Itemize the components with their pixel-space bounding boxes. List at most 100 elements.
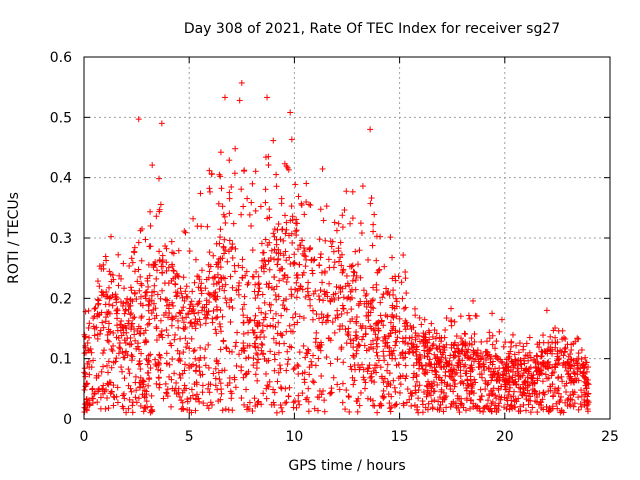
data-point: [510, 362, 517, 369]
data-point: [358, 230, 365, 237]
data-point: [137, 402, 144, 409]
data-point: [373, 349, 380, 356]
data-point: [219, 255, 226, 262]
data-point: [441, 334, 448, 341]
data-point: [296, 261, 303, 268]
data-point: [429, 404, 436, 411]
data-point: [116, 340, 123, 347]
data-point: [440, 343, 447, 350]
data-point: [115, 350, 122, 357]
data-point: [216, 285, 223, 292]
data-point: [138, 257, 145, 264]
data-point: [525, 401, 532, 408]
data-point: [81, 386, 88, 393]
data-point: [337, 289, 344, 296]
data-point: [486, 329, 493, 336]
data-point: [522, 352, 529, 359]
data-point: [482, 348, 489, 355]
data-point: [128, 255, 135, 262]
data-point: [352, 277, 359, 284]
data-point: [105, 338, 112, 345]
data-point: [184, 398, 191, 405]
data-point: [584, 408, 591, 415]
data-point: [183, 385, 190, 392]
data-point: [293, 294, 300, 301]
data-point: [253, 334, 260, 341]
data-point: [146, 272, 153, 279]
data-point: [259, 322, 266, 329]
data-point: [206, 167, 213, 174]
data-point: [105, 320, 112, 327]
data-point: [293, 279, 300, 286]
data-point: [178, 290, 185, 297]
data-point: [178, 397, 185, 404]
data-point: [571, 400, 578, 407]
data-point: [223, 344, 230, 351]
data-point: [329, 319, 336, 326]
data-point: [280, 252, 287, 259]
data-point: [91, 332, 98, 339]
data-point: [253, 359, 260, 366]
data-point: [404, 386, 411, 393]
data-point: [343, 188, 350, 195]
data-point: [275, 319, 282, 326]
data-point: [212, 375, 219, 382]
data-point: [122, 350, 129, 357]
data-point: [240, 319, 247, 326]
data-point: [155, 362, 162, 369]
data-point: [362, 330, 369, 337]
data-point: [100, 265, 107, 272]
data-point: [254, 401, 261, 408]
data-point: [316, 315, 323, 322]
data-point: [144, 369, 151, 376]
data-point: [270, 315, 277, 322]
data-point: [238, 79, 245, 86]
data-point: [202, 362, 209, 369]
data-point: [245, 354, 252, 361]
data-point: [369, 337, 376, 344]
data-point: [330, 374, 337, 381]
data-point: [438, 388, 445, 395]
data-point: [448, 341, 455, 348]
data-point: [300, 342, 307, 349]
data-point: [240, 203, 247, 210]
data-point: [391, 305, 398, 312]
data-point: [183, 293, 190, 300]
data-point: [165, 332, 172, 339]
data-point: [215, 369, 222, 376]
data-point: [255, 280, 262, 287]
data-point: [458, 335, 465, 342]
data-point: [104, 337, 111, 344]
data-point: [209, 319, 216, 326]
data-point: [179, 405, 186, 412]
data-point: [251, 395, 258, 402]
data-point: [132, 373, 139, 380]
data-point: [583, 402, 590, 409]
data-point: [457, 373, 464, 380]
data-point: [219, 203, 226, 210]
data-point: [557, 347, 564, 354]
data-point: [377, 312, 384, 319]
data-point: [137, 300, 144, 307]
data-point: [105, 358, 112, 365]
data-point: [484, 352, 491, 359]
data-point: [521, 360, 528, 367]
data-point: [127, 334, 134, 341]
data-point: [407, 322, 414, 329]
data-point: [188, 298, 195, 305]
data-point: [585, 399, 592, 406]
data-point: [295, 246, 302, 253]
data-point: [295, 398, 302, 405]
data-point: [203, 314, 210, 321]
data-point: [373, 286, 380, 293]
data-point: [567, 356, 574, 363]
data-point: [337, 239, 344, 246]
data-point: [215, 200, 222, 207]
data-point: [125, 405, 132, 412]
data-point: [219, 313, 226, 320]
data-point: [157, 317, 164, 324]
data-point: [389, 313, 396, 320]
data-point: [261, 355, 268, 362]
data-point: [478, 393, 485, 400]
data-point: [419, 401, 426, 408]
